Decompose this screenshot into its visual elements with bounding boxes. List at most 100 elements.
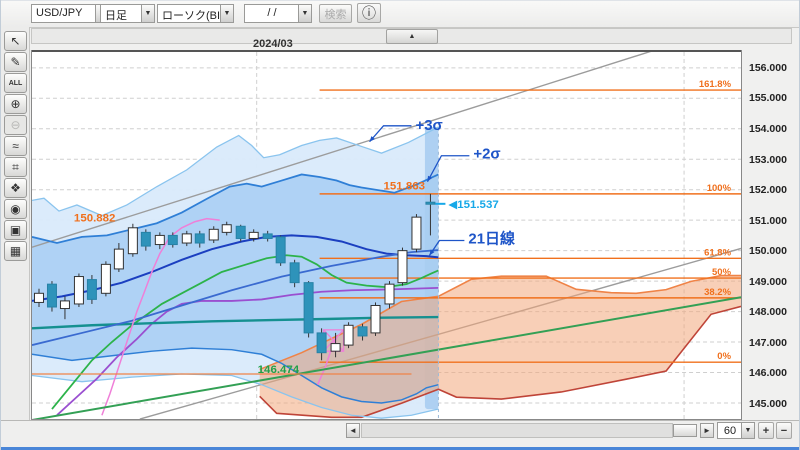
price-axis-label: 155.000: [749, 92, 787, 105]
timeframe-select-value[interactable]: 日足: [100, 4, 141, 23]
candle-body: [316, 332, 327, 354]
cloud-bottom-border: [259, 305, 741, 419]
search-button[interactable]: 検索: [319, 4, 352, 23]
erase-all-tool[interactable]: ALL: [4, 73, 27, 93]
candle-body: [343, 324, 354, 346]
price-axis-label: 151.000: [749, 214, 787, 227]
magenta-seg1: [101, 217, 220, 416]
bar-count-value[interactable]: 60: [717, 422, 741, 439]
sigma2-lower-line: [32, 347, 439, 404]
chart-border-bottom: [31, 419, 742, 420]
print-tool[interactable]: ▣: [4, 220, 27, 240]
x-marker-cross: [323, 329, 345, 352]
candle-body: [194, 233, 205, 244]
candle-body: [262, 233, 273, 239]
price-axis-label: 145.000: [749, 397, 787, 410]
chart-type-select[interactable]: ローソク(BID) ▼: [157, 4, 234, 23]
zoom-out-button[interactable]: −: [776, 422, 792, 439]
candle-body: [113, 248, 124, 270]
candle-body: [100, 263, 111, 294]
scroll-left-button[interactable]: ◄: [346, 423, 360, 438]
candle-body: [248, 231, 259, 239]
candle-body: [181, 233, 192, 244]
zoom-in-tool[interactable]: ⊕: [4, 94, 27, 114]
price-axis-label: 148.000: [749, 306, 787, 319]
candle-body: [275, 236, 286, 264]
chevron-down-icon[interactable]: ▼: [220, 4, 234, 23]
candle-body: [384, 283, 395, 305]
candle-body: [235, 225, 246, 239]
zoom-in-button[interactable]: +: [758, 422, 774, 439]
chart-border-left: [31, 50, 32, 420]
chevron-down-icon[interactable]: ▼: [298, 4, 312, 23]
high-price-label: 151.863: [384, 181, 425, 193]
month-label: 2024/03: [253, 38, 293, 50]
fib-label: 38.2%: [704, 287, 731, 298]
visibility-tool[interactable]: ◉: [4, 199, 27, 219]
date-picker[interactable]: / / ▼: [244, 4, 312, 23]
chart-border-top: [31, 50, 742, 52]
sigma3-upper-line: [32, 126, 439, 217]
candle-body: [73, 276, 84, 305]
chevron-down-icon[interactable]: ▼: [741, 422, 755, 439]
symbol-select-value[interactable]: USD/JPY: [31, 4, 95, 23]
sigma3-annotation-label: +3σ: [415, 117, 442, 134]
scrollbar-track[interactable]: [361, 423, 673, 438]
ma-purple: [56, 286, 439, 416]
bar-count-select[interactable]: 60 ▼: [717, 422, 755, 439]
indicator-tool[interactable]: ≈: [4, 136, 27, 156]
scroll-right-button[interactable]: ►: [700, 423, 714, 438]
chart-canvas[interactable]: 161.8% 100% 61.8% 50% 38.2% 0% +3σ +2σ 21日線 151.8…: [32, 52, 741, 419]
draw-tool[interactable]: ✎: [4, 52, 27, 72]
date-picker-value[interactable]: / /: [244, 4, 298, 23]
fib-label: 0%: [717, 351, 731, 362]
current-price-label: ◀151.537: [448, 199, 498, 211]
candle-body: [289, 262, 300, 284]
chart-type-select-value[interactable]: ローソク(BID): [157, 4, 220, 23]
candle-body: [411, 216, 422, 250]
green-trendline: [32, 296, 741, 419]
price-axis-label: 149.000: [749, 275, 787, 288]
fib-label: 100%: [707, 183, 732, 194]
candle-body: [330, 343, 341, 352]
timeframe-select[interactable]: 日足 ▼: [100, 4, 155, 23]
cursor-tool[interactable]: ↖: [4, 31, 27, 51]
candle-body: [425, 201, 436, 205]
info-icon: ⓘ: [362, 5, 376, 21]
ma21-annotation-arrowhead: [429, 249, 435, 256]
candle-body: [33, 292, 44, 303]
sigma3-lower-line: [32, 373, 439, 419]
swing-high-label: 150.882: [74, 213, 115, 225]
price-axis-label: 156.000: [749, 61, 787, 74]
marker-shapes-tool[interactable]: ❖: [4, 178, 27, 198]
ma21-annotation-label: 21日線: [468, 229, 515, 247]
drawing-tool-rail: ↖ ✎ ALL ⊕ ⊖ ≈ ⌗ ❖ ◉ ▣ ▦: [1, 27, 30, 450]
zoom-out-tool[interactable]: ⊖: [4, 115, 27, 135]
chevron-down-icon[interactable]: ▼: [141, 4, 155, 23]
top-toolbar: USD/JPY ▼ 日足 ▼ ローソク(BID) ▼ / / ▼ 検索 ⓘ: [1, 0, 799, 28]
candle-body: [357, 326, 368, 337]
price-axis-label: 152.000: [749, 184, 787, 197]
scrollbar-thumb[interactable]: [673, 424, 697, 437]
sigma2-upper-line: [32, 173, 439, 244]
price-axis-label: 146.000: [749, 367, 787, 380]
price-scale-tool[interactable]: ⌗: [4, 157, 27, 177]
sigma2-annotation-arrowhead: [427, 175, 433, 182]
collapse-panel-button[interactable]: ▲: [386, 29, 438, 44]
sigma2-annotation-arrow: [426, 155, 470, 182]
sigma2-annotation-label: +2σ: [473, 146, 500, 163]
price-axis-label: 150.000: [749, 245, 787, 258]
candle-body: [140, 231, 151, 247]
candle-body: [397, 250, 408, 284]
symbol-select[interactable]: USD/JPY ▼: [31, 4, 109, 23]
ma21-annotation-arrow: [428, 239, 465, 256]
info-button[interactable]: ⓘ: [357, 3, 381, 23]
candle-body: [370, 304, 381, 334]
price-axis-label: 153.000: [749, 153, 787, 166]
candle-body: [127, 227, 138, 255]
layout-grid-tool[interactable]: ▦: [4, 241, 27, 261]
price-axis-label: 154.000: [749, 122, 787, 135]
candle-body: [221, 224, 232, 233]
ma-blue: [32, 249, 439, 346]
